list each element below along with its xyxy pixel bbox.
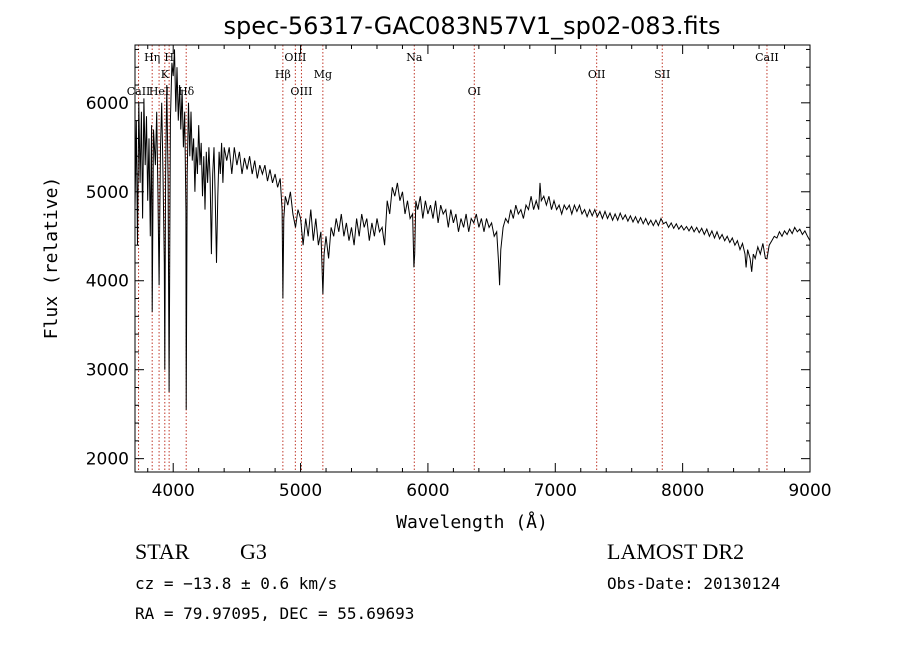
spectral-line-label: Hβ bbox=[275, 68, 291, 81]
spectral-line-label: H bbox=[164, 51, 174, 64]
object-class: STAR bbox=[135, 539, 190, 564]
redshift-text: cz = −13.8 ± 0.6 km/s bbox=[135, 574, 337, 593]
spectral-line-label: Hη bbox=[144, 51, 160, 64]
y-axis-label: Flux (relative) bbox=[41, 177, 62, 340]
spectral-line-label: Mg bbox=[314, 68, 332, 81]
y-tick-label: 6000 bbox=[86, 94, 129, 114]
survey-name: LAMOST DR2 bbox=[607, 539, 744, 564]
spectrum-line bbox=[134, 49, 811, 410]
obs-date-text: Obs-Date: 20130124 bbox=[607, 574, 780, 593]
object-subclass: G3 bbox=[240, 539, 267, 564]
y-tick-label: 4000 bbox=[86, 272, 129, 292]
spectral-line-label: OIII bbox=[290, 85, 312, 98]
chart-title: spec-56317-GAC083N57V1_sp02-083.fits bbox=[224, 12, 721, 40]
spectral-line-label: CaII bbox=[755, 51, 779, 64]
spectral-line-label: SII bbox=[654, 68, 670, 81]
x-tick-label: 5000 bbox=[279, 481, 322, 501]
spectral-line-label: Hδ bbox=[178, 85, 195, 98]
x-tick-label: 7000 bbox=[534, 481, 577, 501]
x-tick-label: 6000 bbox=[406, 481, 449, 501]
y-tick-label: 2000 bbox=[86, 450, 129, 470]
spectral-line-label: OI bbox=[468, 85, 481, 98]
radec-text: RA = 79.97095, DEC = 55.69693 bbox=[135, 604, 414, 623]
plot-frame bbox=[134, 44, 811, 473]
x-tick-label: 4000 bbox=[152, 481, 195, 501]
spectral-line-label: K bbox=[161, 68, 170, 81]
x-tick-label: 8000 bbox=[661, 481, 704, 501]
spectral-line-label: OIII bbox=[284, 51, 306, 64]
spectral-line-label: Na bbox=[406, 51, 423, 64]
spectral-line-label: CaII bbox=[127, 85, 151, 98]
y-axis-ticks: 2000 3000 4000 5000 6000 bbox=[86, 48, 810, 470]
y-tick-label: 5000 bbox=[86, 183, 129, 203]
x-axis-ticks: 4000 5000 6000 7000 8000 9000 bbox=[147, 45, 832, 501]
y-tick-label: 3000 bbox=[86, 361, 129, 381]
spectral-line-label: OII bbox=[588, 68, 606, 81]
spectral-line-label: HeI bbox=[149, 85, 169, 98]
x-tick-label: 9000 bbox=[788, 481, 831, 501]
x-axis-label: Wavelength (Å) bbox=[396, 511, 548, 533]
spectral-line-markers bbox=[138, 45, 768, 472]
